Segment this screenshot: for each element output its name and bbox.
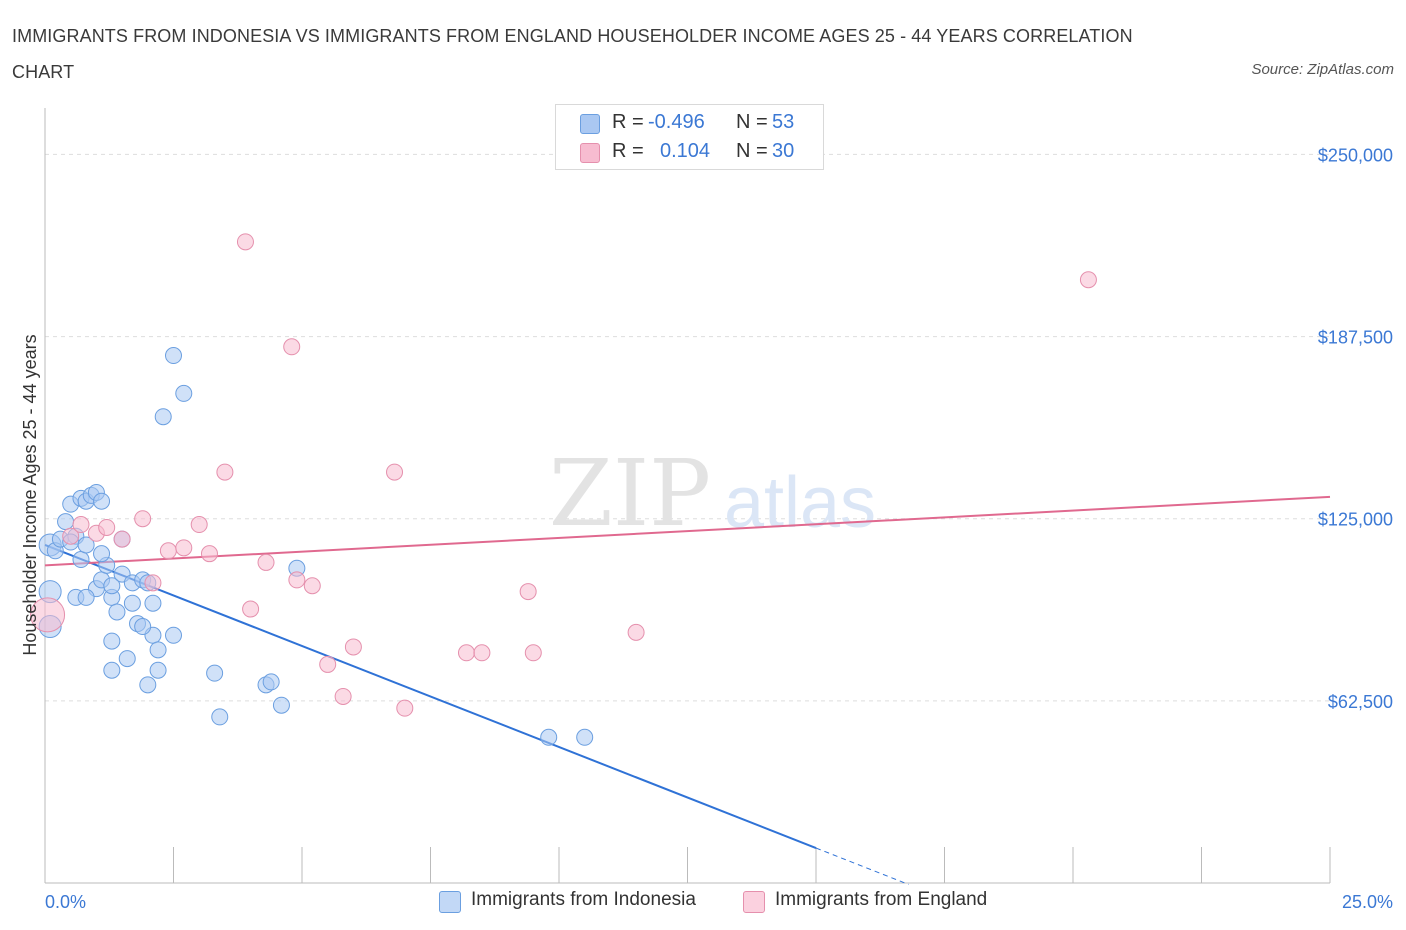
england-point bbox=[627, 623, 645, 641]
n-value-england: 30 bbox=[772, 140, 795, 162]
axes bbox=[44, 108, 1331, 884]
n-label: N = bbox=[736, 140, 768, 162]
indonesia-point bbox=[206, 664, 224, 682]
r-value-indonesia: -0.496 bbox=[648, 111, 705, 133]
indonesia-point bbox=[576, 728, 594, 746]
indonesia-point bbox=[540, 728, 558, 746]
england-point bbox=[473, 644, 491, 662]
y-tick-label: $62,500 bbox=[1328, 692, 1393, 712]
gridlines bbox=[45, 153, 1330, 702]
y-tick-label: $250,000 bbox=[1318, 145, 1393, 165]
england-point bbox=[386, 463, 404, 481]
indonesia-point bbox=[103, 577, 121, 595]
indonesia-point bbox=[77, 588, 95, 606]
n-label: N = bbox=[736, 111, 768, 133]
england-point bbox=[175, 539, 193, 557]
england-point bbox=[257, 553, 275, 571]
england-point bbox=[303, 577, 321, 595]
indonesia-point bbox=[93, 492, 111, 510]
england-swatch bbox=[580, 143, 600, 163]
indonesia-point bbox=[175, 384, 193, 402]
indonesia-point bbox=[103, 632, 121, 650]
england-point bbox=[344, 638, 362, 656]
england-point bbox=[30, 597, 66, 633]
indonesia-point bbox=[272, 696, 290, 714]
england-point bbox=[1079, 271, 1097, 289]
england-point bbox=[236, 233, 254, 251]
england-point bbox=[200, 545, 218, 563]
indonesia-point bbox=[123, 594, 141, 612]
indonesia-point bbox=[139, 676, 157, 694]
y-axis-label: Householder Income Ages 25 - 44 years bbox=[20, 334, 40, 655]
england-point bbox=[190, 516, 208, 534]
england-point bbox=[113, 530, 131, 548]
x-tick-label: 25.0% bbox=[1342, 892, 1393, 912]
england-point bbox=[62, 527, 80, 545]
data-points bbox=[30, 233, 1097, 746]
england-point bbox=[319, 655, 337, 673]
source-label: Source: ZipAtlas.com bbox=[1251, 61, 1394, 78]
england-point bbox=[334, 687, 352, 705]
indonesia-point bbox=[154, 408, 172, 426]
indonesia-point bbox=[103, 661, 121, 679]
england-point bbox=[242, 600, 260, 618]
indonesia-point bbox=[77, 536, 95, 554]
indonesia-trend-extension bbox=[815, 847, 909, 885]
indonesia-point bbox=[108, 603, 126, 621]
r-value-england: 0.104 bbox=[660, 140, 711, 162]
indonesia-trend-line bbox=[44, 544, 817, 849]
indonesia-swatch bbox=[580, 114, 600, 134]
england-point bbox=[134, 510, 152, 528]
watermark-zip: ZIP bbox=[549, 440, 711, 547]
y-tick-label: $187,500 bbox=[1318, 328, 1393, 348]
england-legend-swatch bbox=[743, 891, 765, 913]
indonesia-point bbox=[149, 661, 167, 679]
indonesia-point bbox=[211, 708, 229, 726]
england-point bbox=[457, 644, 475, 662]
x-tick-label: 0.0% bbox=[45, 892, 86, 912]
england-point bbox=[144, 574, 162, 592]
y-tick-label: $125,000 bbox=[1318, 510, 1393, 530]
n-value-indonesia: 53 bbox=[772, 111, 795, 133]
indonesia-point bbox=[93, 545, 111, 563]
r-label: R = bbox=[612, 140, 644, 162]
indonesia-point bbox=[57, 513, 75, 531]
r-label: R = bbox=[612, 111, 644, 133]
england-point bbox=[98, 518, 116, 536]
watermark: ZIP atlas bbox=[549, 440, 876, 547]
indonesia-point bbox=[165, 626, 182, 644]
indonesia-point bbox=[118, 650, 136, 668]
england-trend-line bbox=[44, 495, 1331, 567]
trend-lines bbox=[44, 495, 1331, 885]
england-point bbox=[288, 571, 306, 589]
tick-labels: $62,500 $125,000 $187,500 $250,000 0.0% 25.0% bbox=[45, 145, 1393, 912]
indonesia-point bbox=[149, 641, 167, 659]
chart-title: IMMIGRANTS FROM INDONESIA VS IMMIGRANTS … bbox=[12, 26, 1133, 82]
england-point bbox=[524, 644, 542, 662]
indonesia-point bbox=[262, 673, 280, 691]
england-point bbox=[159, 542, 177, 560]
indonesia-point bbox=[165, 347, 182, 365]
watermark-atlas: atlas bbox=[724, 463, 876, 543]
indonesia-legend-label: Immigrants from Indonesia bbox=[471, 889, 696, 910]
indonesia-point bbox=[144, 594, 162, 612]
england-point bbox=[396, 699, 414, 717]
england-point bbox=[216, 463, 234, 481]
indonesia-point bbox=[134, 618, 152, 636]
england-point bbox=[519, 583, 537, 601]
indonesia-point bbox=[72, 551, 90, 569]
england-point bbox=[72, 516, 90, 534]
england-legend-label: Immigrants from England bbox=[775, 889, 988, 910]
england-point bbox=[283, 338, 301, 356]
correlation-legend: R = -0.496 N = 53 R = 0.104 N = 30 bbox=[555, 104, 824, 170]
indonesia-legend-swatch bbox=[439, 891, 461, 913]
